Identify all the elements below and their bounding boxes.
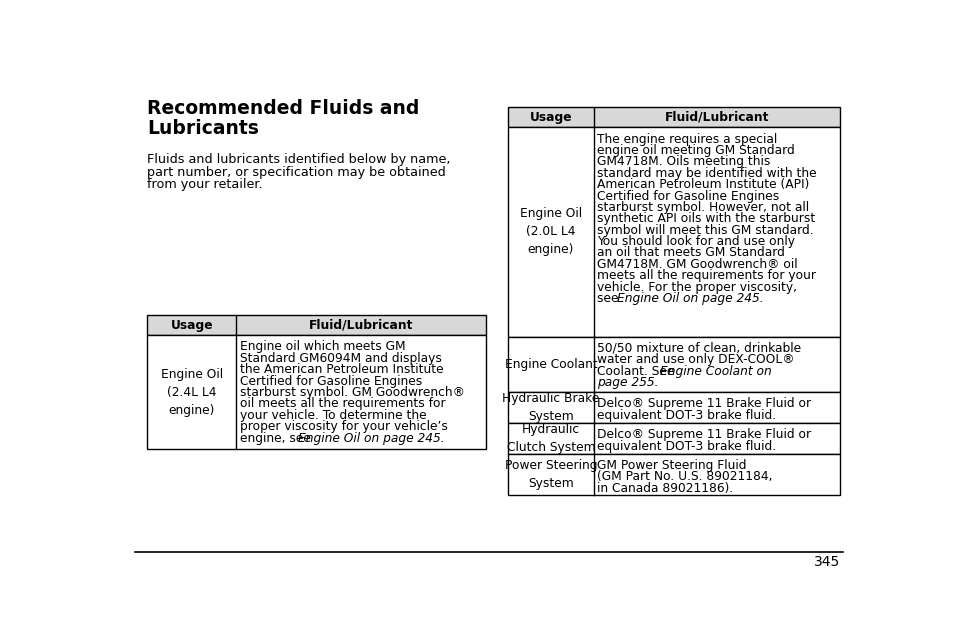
Text: meets all the requirements for your: meets all the requirements for your: [597, 269, 816, 282]
Text: Recommended Fluids and: Recommended Fluids and: [147, 99, 419, 118]
Text: Certified for Gasoline Engines: Certified for Gasoline Engines: [240, 375, 422, 387]
Text: GM4718M. GM Goodwrench® oil: GM4718M. GM Goodwrench® oil: [597, 258, 798, 271]
Text: (GM Part No. U.S. 89021184,: (GM Part No. U.S. 89021184,: [597, 471, 772, 483]
Bar: [508, 453, 840, 495]
Text: part number, or specification may be obtained: part number, or specification may be obt…: [147, 165, 445, 179]
Text: starburst symbol. GM Goodwrench®: starburst symbol. GM Goodwrench®: [240, 386, 465, 399]
Text: in Canada 89021186).: in Canada 89021186).: [597, 482, 733, 495]
Text: 50/50 mixture of clean, drinkable: 50/50 mixture of clean, drinkable: [597, 342, 801, 355]
Text: GM4718M. Oils meeting this: GM4718M. Oils meeting this: [597, 155, 770, 169]
Text: 345: 345: [813, 555, 840, 569]
Bar: [508, 392, 840, 423]
Text: The engine requires a special: The engine requires a special: [597, 132, 777, 146]
Text: from your retailer.: from your retailer.: [147, 178, 262, 191]
Text: Hydraulic
Clutch System: Hydraulic Clutch System: [506, 423, 595, 453]
Bar: [147, 315, 485, 335]
Text: Delco® Supreme 11 Brake Fluid or: Delco® Supreme 11 Brake Fluid or: [597, 398, 811, 410]
Text: vehicle. For the proper viscosity,: vehicle. For the proper viscosity,: [597, 280, 797, 294]
Text: Standard GM6094M and displays: Standard GM6094M and displays: [240, 352, 441, 365]
Text: Fluid/Lubricant: Fluid/Lubricant: [664, 111, 768, 123]
Text: Delco® Supreme 11 Brake Fluid or: Delco® Supreme 11 Brake Fluid or: [597, 428, 811, 441]
Text: the American Petroleum Institute: the American Petroleum Institute: [240, 363, 443, 377]
Text: synthetic API oils with the starburst: synthetic API oils with the starburst: [597, 212, 815, 225]
Bar: [147, 335, 485, 449]
Text: Engine Oil on page 245.: Engine Oil on page 245.: [297, 432, 444, 445]
Text: Engine Oil
(2.4L L4
engine): Engine Oil (2.4L L4 engine): [160, 368, 223, 417]
Text: Fluid/Lubricant: Fluid/Lubricant: [309, 319, 413, 331]
Text: Engine Oil
(2.0L L4
engine): Engine Oil (2.0L L4 engine): [519, 207, 581, 256]
Text: page 255.: page 255.: [597, 376, 659, 389]
Text: equivalent DOT-3 brake fluid.: equivalent DOT-3 brake fluid.: [597, 439, 776, 453]
Bar: [508, 107, 840, 127]
Text: Engine Oil on page 245.: Engine Oil on page 245.: [617, 292, 763, 305]
Text: Usage: Usage: [529, 111, 572, 123]
Text: Lubricants: Lubricants: [147, 119, 259, 137]
Text: Engine oil which meets GM: Engine oil which meets GM: [240, 340, 405, 354]
Text: Fluids and lubricants identified below by name,: Fluids and lubricants identified below b…: [147, 153, 450, 167]
Text: Coolant. See: Coolant. See: [597, 365, 678, 378]
Text: GM Power Steering Fluid: GM Power Steering Fluid: [597, 459, 746, 472]
Text: an oil that meets GM Standard: an oil that meets GM Standard: [597, 247, 784, 259]
Text: proper viscosity for your vehicle’s: proper viscosity for your vehicle’s: [240, 420, 448, 433]
Text: You should look for and use only: You should look for and use only: [597, 235, 795, 248]
Text: Certified for Gasoline Engines: Certified for Gasoline Engines: [597, 190, 779, 202]
Text: Usage: Usage: [171, 319, 213, 331]
Text: Engine Coolant on: Engine Coolant on: [659, 365, 771, 378]
Text: American Petroleum Institute (API): American Petroleum Institute (API): [597, 178, 809, 191]
Text: standard may be identified with the: standard may be identified with the: [597, 167, 816, 180]
Bar: [508, 423, 840, 453]
Text: starburst symbol. However, not all: starburst symbol. However, not all: [597, 201, 809, 214]
Text: your vehicle. To determine the: your vehicle. To determine the: [240, 409, 426, 422]
Text: oil meets all the requirements for: oil meets all the requirements for: [240, 398, 445, 410]
Text: Hydraulic Brake
System: Hydraulic Brake System: [501, 392, 599, 423]
Text: see: see: [597, 292, 622, 305]
Bar: [508, 336, 840, 392]
Text: equivalent DOT-3 brake fluid.: equivalent DOT-3 brake fluid.: [597, 409, 776, 422]
Text: engine oil meeting GM Standard: engine oil meeting GM Standard: [597, 144, 795, 157]
Bar: [508, 127, 840, 336]
Text: Power Steering
System: Power Steering System: [504, 459, 597, 490]
Text: Engine Coolant: Engine Coolant: [504, 358, 597, 371]
Text: water and use only DEX-COOL®: water and use only DEX-COOL®: [597, 354, 794, 366]
Text: symbol will meet this GM standard.: symbol will meet this GM standard.: [597, 224, 813, 237]
Text: engine, see: engine, see: [240, 432, 314, 445]
